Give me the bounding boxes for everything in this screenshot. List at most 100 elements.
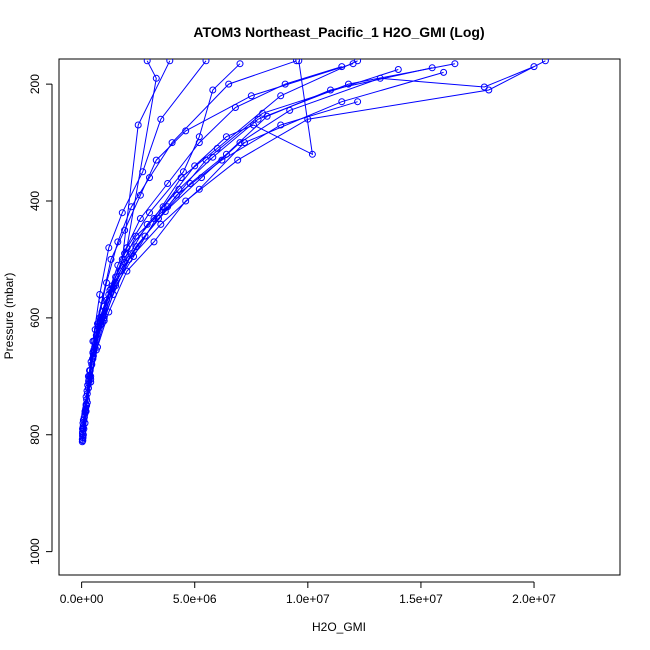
data-point (247, 92, 255, 100)
y-axis: 200 400 600 800 1000 (28, 74, 53, 565)
data-point (78, 438, 86, 446)
data-point (136, 215, 144, 222)
y-axis-label: Pressure (mbar) (2, 273, 16, 360)
x-tick-label: 2.0e+07 (512, 592, 556, 606)
x-axis-label: H2O_GMI (312, 620, 366, 634)
data-point (150, 238, 158, 246)
data-point (164, 180, 172, 187)
data-point (209, 153, 217, 161)
data-point (161, 208, 169, 215)
data-point (155, 215, 162, 222)
data-point (376, 74, 384, 82)
data-point (202, 59, 210, 65)
data-point (96, 291, 104, 298)
data-point (222, 150, 230, 158)
data-point (157, 220, 165, 228)
data-point (480, 83, 488, 91)
data-point (186, 180, 194, 187)
data-point (263, 112, 271, 120)
data-point (157, 115, 165, 123)
y-tick-label: 800 (28, 424, 42, 444)
x-axis: 0.0e+00 5.0e+06 1.0e+07 1.5e+07 2.0e+07 (60, 581, 556, 606)
data-point (394, 66, 402, 73)
data-point (327, 86, 334, 94)
data-point (96, 319, 104, 327)
data-point (118, 209, 126, 217)
data-point (141, 232, 149, 240)
series-line-10 (82, 60, 314, 421)
data-point (106, 286, 114, 294)
data-point (168, 139, 176, 147)
data-point (105, 308, 113, 316)
data-point (146, 209, 153, 217)
data-point (231, 104, 239, 111)
y-tick-label: 200 (28, 74, 42, 94)
data-point (152, 74, 160, 82)
data-point (198, 174, 205, 182)
plot-frame (58, 58, 621, 576)
x-tick-label: 1.0e+07 (286, 592, 330, 606)
data-point (236, 139, 244, 147)
data-point (175, 185, 183, 193)
data-point (166, 59, 174, 65)
series-line-5 (82, 71, 444, 432)
data-point (345, 80, 352, 88)
x-tick-label: 0.0e+00 (60, 592, 104, 606)
data-point (182, 197, 190, 205)
data-point (143, 220, 151, 228)
data-point (143, 59, 151, 65)
data-point (428, 64, 436, 72)
data-point (308, 150, 316, 158)
data-point (85, 377, 93, 385)
data-point (89, 348, 97, 356)
data-point (79, 428, 87, 436)
data-point (152, 156, 160, 164)
y-tick-label: 400 (28, 191, 42, 211)
series-layer (78, 59, 549, 446)
data-point (105, 244, 113, 252)
data-point (107, 255, 115, 263)
series-line-15 (82, 60, 171, 432)
series-line-0 (82, 60, 207, 441)
series-line-4 (81, 60, 546, 440)
data-point (191, 162, 199, 170)
data-point (354, 98, 362, 106)
data-point (177, 174, 185, 182)
data-point (136, 191, 144, 199)
data-point (132, 243, 140, 251)
data-point (195, 139, 203, 147)
data-point (98, 296, 106, 304)
data-point (182, 127, 190, 135)
data-point (118, 255, 126, 263)
data-point (281, 80, 289, 88)
data-point (234, 156, 242, 164)
y-tick-label: 1000 (28, 538, 42, 565)
data-point (277, 92, 285, 100)
data-point (209, 86, 217, 94)
data-point (222, 133, 230, 141)
data-point (541, 59, 549, 65)
data-point (82, 406, 89, 414)
data-point (254, 115, 262, 123)
data-point (114, 261, 122, 269)
x-tick-label: 5.0e+06 (173, 592, 217, 606)
data-point (354, 59, 362, 65)
data-point (225, 80, 233, 88)
data-point (121, 226, 129, 234)
chart-title: ATOM3 Northeast_Pacific_1 H2O_GMI (Log) (193, 24, 484, 40)
data-point (451, 60, 459, 68)
y-tick-label: 600 (28, 308, 42, 328)
data-point (295, 59, 303, 65)
data-point (440, 68, 448, 76)
data-point (293, 59, 300, 65)
series-line-8 (82, 66, 342, 424)
data-point (134, 121, 142, 129)
data-point (127, 250, 135, 258)
data-point (530, 63, 538, 71)
data-point (121, 250, 129, 258)
x-tick-label: 1.5e+07 (399, 592, 443, 606)
data-point (277, 121, 285, 129)
data-point (195, 185, 203, 193)
data-point (179, 168, 187, 176)
